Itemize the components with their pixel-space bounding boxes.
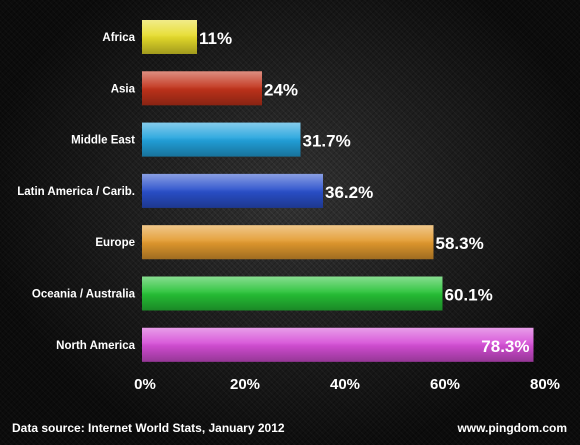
- x-tick-label-2: 40%: [330, 376, 360, 393]
- bar-gloss-6: [142, 327, 534, 362]
- category-label-6: North America: [56, 340, 135, 352]
- bar-gloss-2: [142, 122, 301, 157]
- bar-gloss-1: [142, 71, 262, 106]
- category-label-1: Asia: [111, 83, 136, 95]
- bar-gloss-5: [142, 276, 443, 311]
- x-tick-label-3: 60%: [430, 376, 460, 393]
- value-label-1: 24%: [264, 80, 298, 99]
- value-label-6: 78.3%: [481, 337, 529, 356]
- category-label-3: Latin America / Carib.: [17, 186, 135, 198]
- value-label-2: 31.7%: [303, 132, 351, 151]
- category-labels-group: Africa Asia Middle East Latin America / Car…: [17, 32, 135, 352]
- x-axis-ticks-group: 0% 20% 40% 60% 80%: [134, 376, 560, 393]
- bar-gloss-4: [142, 225, 434, 260]
- bar-gloss-3: [142, 173, 323, 208]
- x-tick-label-4: 80%: [530, 376, 560, 393]
- category-label-5: Oceania / Australia: [32, 289, 136, 301]
- website-credit: www.pingdom.com: [457, 421, 567, 435]
- data-source-note: Data source: Internet World Stats, Janua…: [12, 421, 285, 435]
- bars-group: [142, 20, 534, 362]
- category-label-2: Middle East: [71, 135, 135, 147]
- x-tick-label-0: 0%: [134, 376, 156, 393]
- value-labels-group: 11% 24% 31.7% 36.2% 58.3% 60.1% 78.3%: [199, 29, 530, 356]
- value-label-5: 60.1%: [445, 286, 493, 305]
- x-tick-label-1: 20%: [230, 376, 260, 393]
- bar-gloss-0: [142, 20, 197, 54]
- value-label-3: 36.2%: [325, 183, 373, 202]
- category-label-4: Europe: [95, 237, 135, 249]
- value-label-4: 58.3%: [436, 234, 484, 253]
- value-label-0: 11%: [199, 29, 232, 48]
- category-label-0: Africa: [102, 32, 135, 44]
